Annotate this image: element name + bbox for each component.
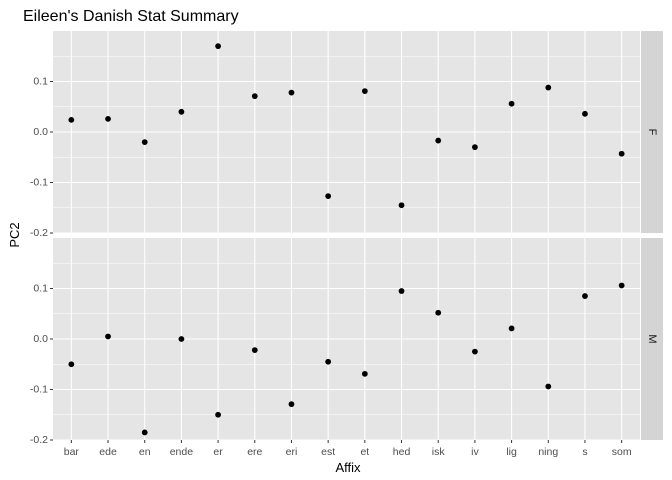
y-tick-label: 0.0 bbox=[33, 126, 48, 138]
x-tick-label: som bbox=[612, 446, 632, 458]
data-point-M-ere bbox=[251, 347, 258, 354]
chart-title: Eileen's Danish Stat Summary bbox=[23, 8, 239, 25]
data-point-F-isk bbox=[435, 137, 442, 144]
x-axis-title: Affix bbox=[335, 460, 361, 475]
x-tick-label: s bbox=[582, 446, 587, 458]
data-point-F-ede bbox=[105, 115, 111, 122]
x-tick-label: bar bbox=[64, 446, 80, 458]
y-tick-label: 0.1 bbox=[33, 283, 48, 295]
data-point-F-eri bbox=[288, 89, 295, 96]
data-point-F-en bbox=[141, 139, 148, 146]
data-point-F-bar bbox=[68, 116, 75, 123]
y-tick-label: -0.1 bbox=[30, 384, 48, 396]
data-point-F-ning bbox=[545, 84, 552, 91]
x-tick-label: et bbox=[360, 446, 369, 458]
data-point-M-et bbox=[361, 370, 368, 377]
x-tick-label: lig bbox=[506, 446, 517, 458]
x-tick-label: iv bbox=[471, 446, 479, 458]
data-point-F-lig bbox=[508, 100, 515, 107]
y-tick-label: -0.2 bbox=[30, 227, 48, 239]
data-point-F-est bbox=[325, 193, 332, 200]
data-point-M-er bbox=[215, 411, 221, 418]
data-point-M-s bbox=[582, 293, 588, 299]
y-tick-label: -0.1 bbox=[30, 177, 48, 189]
y-tick-label: 0.0 bbox=[33, 333, 48, 345]
x-tick-label: er bbox=[213, 446, 223, 458]
data-point-F-et bbox=[361, 88, 368, 94]
y-tick-label: -0.2 bbox=[30, 434, 48, 446]
x-tick-label: ere bbox=[247, 446, 262, 458]
y-tick-label: 0.1 bbox=[33, 76, 48, 88]
facet-strip-label: M bbox=[646, 334, 658, 343]
facet-panel-F: F bbox=[53, 31, 663, 234]
data-point-M-lig bbox=[508, 325, 515, 332]
x-tick-label: en bbox=[139, 446, 151, 458]
data-point-M-iv bbox=[472, 348, 478, 355]
data-point-M-est bbox=[325, 358, 332, 365]
y-axis-title: PC2 bbox=[7, 222, 22, 247]
x-tick-label: eri bbox=[286, 446, 298, 458]
facet-panel-M: M bbox=[53, 238, 663, 441]
x-tick-label: isk bbox=[432, 446, 446, 458]
data-point-F-iv bbox=[472, 144, 478, 151]
data-point-F-hed bbox=[398, 202, 405, 209]
data-point-F-er bbox=[215, 43, 221, 50]
data-point-M-ning bbox=[545, 383, 552, 390]
facet-strip bbox=[641, 238, 663, 440]
data-point-M-isk bbox=[435, 309, 442, 316]
data-point-M-en bbox=[141, 429, 148, 436]
data-point-M-eri bbox=[288, 401, 295, 408]
x-tick-label: ende bbox=[170, 446, 194, 458]
x-tick-label: ning bbox=[538, 446, 558, 458]
facet-strip bbox=[641, 31, 663, 233]
data-point-F-ere bbox=[251, 93, 258, 100]
facet-strip-label: F bbox=[646, 129, 658, 136]
x-tick-label: ede bbox=[99, 446, 117, 458]
data-point-F-s bbox=[582, 110, 588, 117]
x-tick-label: est bbox=[321, 446, 335, 458]
data-point-M-hed bbox=[398, 288, 405, 294]
data-point-M-ende bbox=[178, 336, 185, 342]
data-point-F-ende bbox=[178, 108, 185, 115]
data-point-M-ede bbox=[105, 333, 111, 340]
data-point-F-som bbox=[618, 150, 625, 157]
data-point-M-bar bbox=[68, 361, 75, 368]
x-tick-label: hed bbox=[393, 446, 411, 458]
data-point-M-som bbox=[618, 282, 625, 289]
